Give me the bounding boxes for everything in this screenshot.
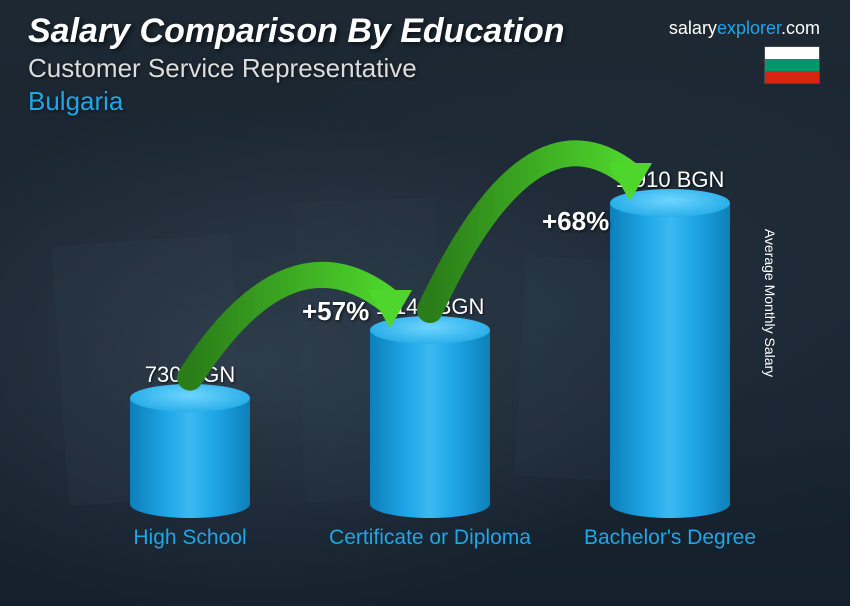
flag-stripe-2 [765,59,819,71]
brand-logo: salaryexplorer.com [669,18,820,39]
chart-subtitle: Customer Service Representative [28,53,822,84]
flag-icon [764,46,820,84]
brand-text-suffix: .com [781,18,820,38]
chart-country: Bulgaria [28,86,822,117]
bar-0: High School [130,398,250,518]
bar-2: Bachelor's Degree [610,203,730,518]
bar-label-0: High School [80,526,300,550]
bar-label-1: Certificate or Diploma [320,526,540,550]
arrow-label-0: +57% [302,296,369,327]
brand-text-accent: explorer [717,18,781,38]
flag-stripe-3 [765,71,819,83]
bar-1: Certificate or Diploma [370,330,490,518]
bar-group-1: 1,140 BGNCertificate or Diploma [350,294,510,518]
flag-stripe-1 [765,47,819,59]
bar-label-2: Bachelor's Degree [560,526,780,550]
arrow-label-1: +68% [542,206,609,237]
bar-group-0: 730 BGNHigh School [110,362,270,518]
brand-text-1: salary [669,18,717,38]
bar-group-2: 1,910 BGNBachelor's Degree [590,167,750,518]
bar-chart: 730 BGNHigh School 1,140 BGNCertificate o… [70,136,790,576]
